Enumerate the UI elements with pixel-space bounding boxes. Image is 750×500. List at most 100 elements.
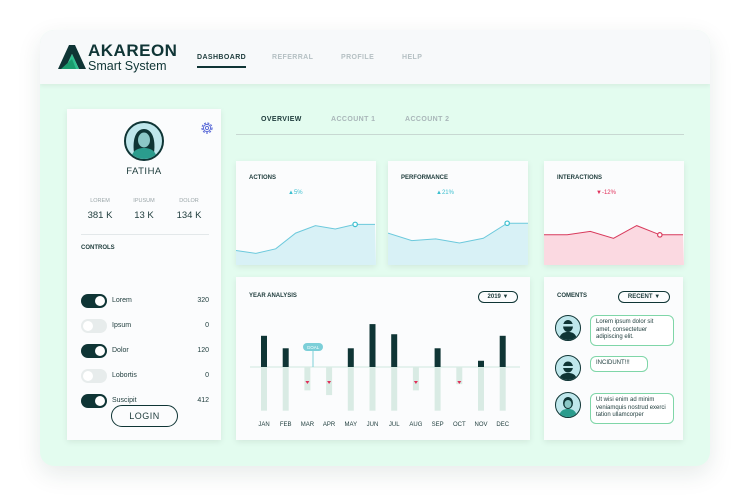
- bar-positive: [391, 334, 398, 367]
- bar-positive: [261, 335, 267, 367]
- stat-value-ipusum: 13 K: [134, 210, 154, 221]
- profile-card: FATIHA LOREM 381 K IPUSUM 13 K DOLOR 134…: [67, 109, 221, 440]
- interactions-delta: ▼-12%: [596, 190, 616, 196]
- comment-avatar: [555, 355, 581, 381]
- user-avatar-icon: [559, 320, 577, 340]
- comment-bubble: Ut wisi enim ad minim veniamquis nostrud…: [590, 393, 674, 424]
- bar-below-goal: [347, 367, 354, 411]
- x-tick-label: JUL: [389, 422, 400, 428]
- goal-badge: [303, 343, 323, 351]
- controls-title: CONTROLS: [81, 245, 115, 251]
- toggle-lorem[interactable]: [81, 294, 107, 308]
- year-select[interactable]: 2019 ▼: [478, 291, 518, 303]
- bar-positive: [369, 324, 376, 367]
- recent-filter-select[interactable]: RECENT ▼: [618, 291, 670, 303]
- bar-positive: [434, 348, 441, 367]
- gear-icon[interactable]: [200, 121, 214, 135]
- stat-label-ipusum: IPUSUM: [133, 198, 155, 204]
- login-button[interactable]: LOGIN: [111, 405, 178, 427]
- nav-dashboard[interactable]: DASHBOARD: [197, 54, 247, 68]
- brand: AKAREON Smart System: [88, 42, 177, 73]
- toggle-ipsum[interactable]: [81, 319, 107, 333]
- tabs-underline: [236, 134, 684, 135]
- control-label-dolor: Dolor: [112, 347, 129, 354]
- brand-tagline: Smart System: [88, 59, 167, 73]
- control-label-suscipit: Suscipit: [112, 397, 137, 404]
- down-marker-icon: [457, 381, 462, 384]
- bar-below-goal: [499, 367, 506, 411]
- bar-below-goal: [412, 367, 419, 391]
- control-value-dolor: 120: [197, 347, 209, 354]
- bar-below-goal: [456, 367, 463, 385]
- avatar: [124, 121, 164, 161]
- control-label-ipsum: Ipsum: [112, 322, 132, 329]
- x-tick-label: SEP: [432, 422, 444, 428]
- toggle-dolor[interactable]: [81, 344, 107, 358]
- brand-name: AKAREON: [88, 41, 178, 60]
- year-analysis-card: YEAR ANALYSIS 2019 ▼ GOAL JAN FEB MAR APR MAY…: [236, 277, 530, 440]
- down-marker-icon: [305, 381, 310, 384]
- comments-fade: [544, 424, 683, 440]
- interactions-chart: [544, 225, 684, 265]
- performance-delta: ▲21%: [436, 190, 454, 196]
- area-fill: [544, 225, 684, 265]
- bar-below-goal: [304, 367, 311, 391]
- user-avatar-icon: [131, 129, 157, 159]
- comment-avatar: [555, 392, 581, 418]
- profile-name: FATIHA: [126, 166, 162, 177]
- actions-delta: ▲5%: [288, 190, 303, 196]
- down-marker-icon: [327, 381, 332, 384]
- series-line: [236, 223, 375, 254]
- bar-below-goal: [282, 367, 289, 411]
- x-tick-label: MAR: [301, 422, 315, 428]
- x-tick-label: MAY: [345, 422, 358, 428]
- top-bar: AKAREON Smart System DASHBOARD REFERRAL …: [40, 30, 710, 84]
- x-tick-label: NOV: [474, 422, 487, 428]
- bar-below-goal: [261, 367, 267, 411]
- data-point: [352, 221, 358, 228]
- x-tick-label: AUG: [409, 422, 422, 428]
- goal-label: GOAL: [307, 345, 320, 350]
- bar-below-goal: [434, 367, 441, 411]
- stat-label-lorem: LOREM: [90, 198, 110, 204]
- comments-title: COMENTS: [557, 293, 587, 299]
- bar-below-goal: [369, 367, 376, 411]
- nav-referral[interactable]: REFERRAL: [272, 54, 314, 61]
- interactions-card: INTERACTIONS ▼-12%: [544, 161, 684, 265]
- x-tick-label: JUN: [367, 422, 379, 428]
- x-tick-label: JAN: [258, 422, 269, 428]
- stat-label-dolor: DOLOR: [179, 198, 199, 204]
- down-marker-icon: [413, 381, 418, 384]
- stat-value-dolor: 134 K: [176, 210, 202, 221]
- actions-card: ACTIONS ▲5%: [236, 161, 376, 265]
- control-value-lobortis: 0: [205, 372, 209, 379]
- user-avatar-icon: [559, 397, 577, 417]
- x-tick-label: OCT: [453, 422, 466, 428]
- app-window: AKAREON Smart System DASHBOARD REFERRAL …: [40, 30, 710, 466]
- akareon-logo-icon: [58, 45, 86, 69]
- year-analysis-title: YEAR ANALYSIS: [249, 293, 297, 299]
- user-avatar-icon: [559, 361, 577, 380]
- x-tick-label: APR: [323, 422, 336, 428]
- toggle-lobortis[interactable]: [81, 369, 107, 383]
- area-fill: [236, 224, 376, 265]
- toggle-suscipit[interactable]: [81, 394, 107, 408]
- year-bar-chart: GOAL JAN FEB MAR APR MAY JUN JUL AUG SEP OCT NOV DEC: [250, 324, 520, 428]
- nav-profile[interactable]: PROFILE: [341, 54, 375, 61]
- tab-account-1[interactable]: ACCOUNT 1: [331, 116, 376, 123]
- bar-positive: [282, 348, 289, 367]
- interactions-title: INTERACTIONS: [557, 175, 602, 181]
- bar-below-goal: [478, 367, 484, 411]
- data-point: [657, 232, 663, 238]
- comment-bubble: INCIDUNT!!!: [590, 356, 648, 372]
- area-fill: [388, 223, 528, 265]
- tab-overview[interactable]: OVERVIEW: [261, 116, 302, 123]
- nav-help[interactable]: HELP: [402, 54, 423, 61]
- performance-title: PERFORMANCE: [401, 175, 449, 181]
- bar-below-goal: [391, 367, 398, 411]
- comments-card: COMENTS RECENT ▼ Lorem ipsum dolor sit a…: [544, 277, 683, 440]
- actions-chart: [236, 221, 376, 265]
- tab-account-2[interactable]: ACCOUNT 2: [405, 116, 450, 123]
- control-value-ipsum: 0: [205, 322, 209, 329]
- divider: [81, 234, 209, 235]
